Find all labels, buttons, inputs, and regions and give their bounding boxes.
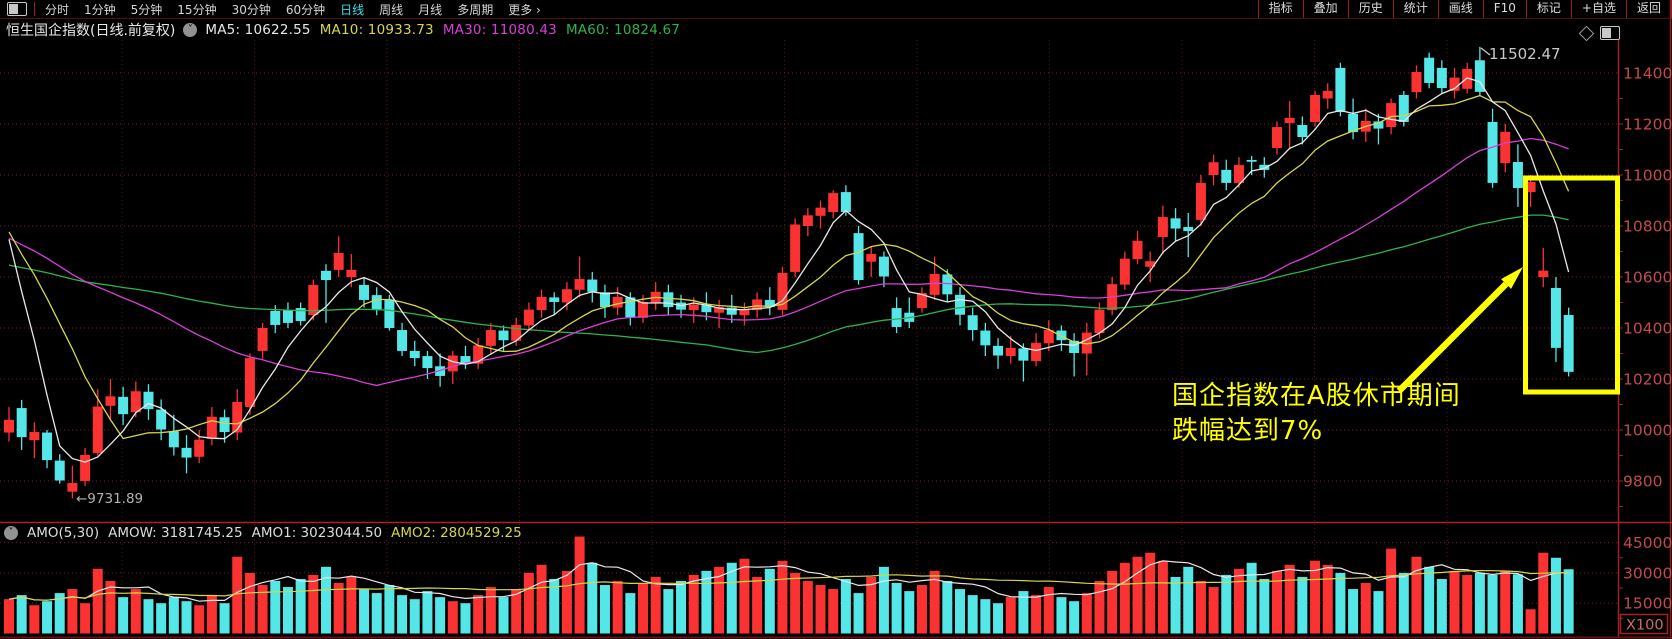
indicator-value: AMOW: 3181745.25 — [108, 524, 243, 541]
sub-indicator-header: ˅ AMO(5,30) AMOW: 3181745.25 AMO1: 302304… — [4, 524, 522, 541]
ma-line-30 — [8, 137, 1569, 387]
volume-tick: 15000 — [1623, 595, 1672, 613]
gridlines — [0, 40, 1618, 636]
ma-line-10 — [8, 94, 1570, 440]
period-tab[interactable]: 1分钟 — [84, 2, 116, 17]
callout-line2: 跌幅达到7% — [1172, 416, 1324, 446]
price-tick: 11000 — [1623, 167, 1672, 185]
analyst-callout: 国企指数在A股休市期间 跌幅达到7% — [1172, 379, 1461, 449]
price-tick: 9800 — [1623, 473, 1662, 491]
amo-ma-line — [8, 569, 1569, 601]
toolbar-button[interactable]: 叠加 — [1302, 0, 1348, 18]
toolbar-button[interactable]: +自选 — [1570, 0, 1626, 18]
axis-labels: 11400 11200 11000 10800 10600 10400 10200 10000… — [1623, 65, 1672, 613]
chevron-down-icon[interactable]: ˅ — [4, 525, 18, 540]
period-tab[interactable]: 多周期 — [457, 2, 494, 17]
toolbar-button[interactable]: 返回 — [1625, 0, 1672, 18]
ma-line-60 — [8, 214, 1569, 354]
price-tick: 11200 — [1623, 116, 1672, 134]
unit-box: X100 — [1619, 613, 1669, 635]
annotation-arrow — [1396, 281, 1509, 394]
unit-label: X100 — [1626, 618, 1664, 634]
toolbar-button[interactable]: 指标 — [1257, 0, 1303, 18]
period-tab[interactable]: 5分钟 — [130, 2, 163, 17]
top-toolbar: 分时 1分钟 5分钟 15分钟 30分钟 60分钟 日线 周线 月线 多周期 更多 › 指标 叠加 历史… — [0, 0, 1672, 19]
toolbar-button[interactable]: F10 — [1482, 0, 1526, 18]
highest-price-label: 11502.47 — [1489, 45, 1561, 63]
price-tick: 10600 — [1623, 269, 1672, 287]
ma-line-5 — [8, 77, 1570, 463]
highlight-box — [1523, 175, 1620, 395]
toolbar-divider — [34, 2, 35, 16]
price-tick: 10000 — [1623, 422, 1672, 440]
indicator-value: AMO1: 3023044.50 — [251, 524, 383, 541]
chart-title-row: 恒生国企指数(日线.前复权) ˅ MA5: 10622.55 MA10: 1093… — [6, 21, 680, 39]
annotation-arrow-head — [1501, 267, 1523, 289]
panel-toggle-icon[interactable] — [1600, 26, 1620, 40]
ma-label: MA10: 10933.73 — [319, 22, 434, 38]
period-tab[interactable]: 月线 — [418, 2, 443, 17]
ma-value-labels: MA5: 10622.55 MA10: 10933.73 MA30: 11080.4… — [205, 22, 680, 38]
period-tabs: 分时 1分钟 5分钟 15分钟 30分钟 60分钟 日线 周线 月线 多周期 更多 › — [45, 1, 541, 18]
chevron-down-icon[interactable]: ˅ — [183, 23, 198, 37]
toolbar-button[interactable]: 历史 — [1347, 0, 1393, 18]
volume-tick: 30000 — [1623, 564, 1672, 582]
candles — [4, 46, 1574, 499]
price-tick: 10200 — [1623, 371, 1672, 389]
period-tab[interactable]: 30分钟 — [231, 2, 271, 17]
period-tab[interactable]: 15分钟 — [177, 2, 217, 17]
period-tab[interactable]: 周线 — [379, 2, 404, 17]
period-tab[interactable]: 日线 — [340, 2, 365, 17]
price-tick: 10400 — [1623, 320, 1672, 338]
period-tab[interactable]: 更多 › — [508, 2, 541, 17]
callout-line1: 国企指数在A股休市期间 — [1172, 381, 1461, 411]
lowest-price-label: ←9731.89 — [76, 491, 144, 507]
toolbar-right-buttons: 指标 叠加 历史 统计 画线 F10 标记 +自选 返回 — [1257, 0, 1672, 18]
period-tab[interactable]: 分时 — [45, 2, 70, 17]
ma-label: MA30: 11080.43 — [442, 22, 557, 38]
high-marker-line — [1480, 47, 1491, 56]
indicator-name[interactable]: AMO(5,30) — [27, 524, 100, 541]
title-right-icons — [1578, 25, 1620, 41]
period-tab[interactable]: 60分钟 — [285, 2, 326, 17]
price-tick: 10800 — [1623, 218, 1672, 236]
indicator-values: AMOW: 3181745.25 AMO1: 3023044.50 AMO2: 28… — [108, 525, 522, 541]
indicator-value: AMO2: 2804529.25 — [391, 524, 522, 541]
volume-tick: 45000 — [1623, 534, 1672, 552]
toolbar-button[interactable]: 画线 — [1437, 0, 1483, 18]
toolbar-button[interactable]: 标记 — [1525, 0, 1571, 18]
price-tick: 11400 — [1623, 65, 1672, 83]
instrument-title[interactable]: 恒生国企指数(日线.前复权) — [6, 23, 176, 39]
toolbar-button[interactable]: 统计 — [1392, 0, 1438, 18]
volume-bars — [4, 536, 1574, 634]
ma-label: MA5: 10622.55 — [205, 22, 311, 38]
amo-ma-line — [8, 560, 1569, 602]
layout-icon[interactable] — [7, 2, 27, 16]
ma-label: MA60: 10824.67 — [565, 22, 681, 38]
